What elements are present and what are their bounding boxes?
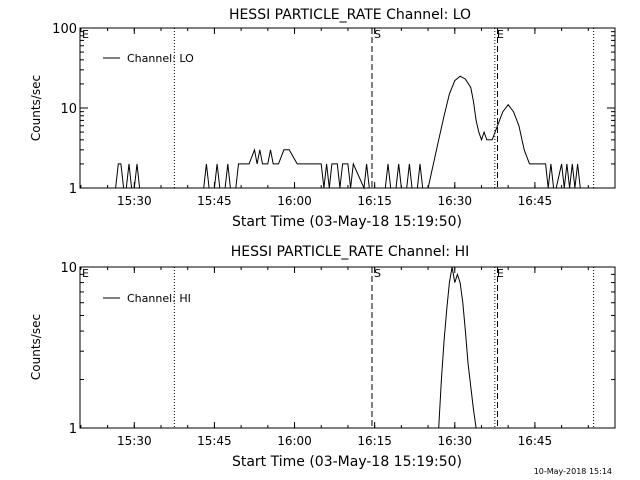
x-axis-label-hi: Start Time (03-May-18 15:19:50) <box>232 454 462 470</box>
marker-label-2: S <box>374 28 381 41</box>
x-axis-ticks-lo: 15:30 15:45 16:00 16:15 16:30 16:45 <box>80 28 589 208</box>
x-tick-label: 16:45 <box>518 194 553 208</box>
x-tick-label: 16:30 <box>437 194 472 208</box>
chart-title-lo: HESSI PARTICLE_RATE Channel: LO <box>229 7 471 23</box>
y-tick-label: 10 <box>60 261 77 276</box>
x-tick-label: 15:45 <box>197 194 232 208</box>
y-tick-label: 1 <box>69 422 77 437</box>
y-axis-ticks-lo: 1 10 100 <box>52 22 615 197</box>
legend-label-lo: Channel: LO <box>127 52 194 65</box>
marker-label-3: E <box>497 267 504 280</box>
legend-label-hi: Channel: HI <box>127 292 191 305</box>
series-line-lo <box>115 75 583 190</box>
x-tick-label: 15:45 <box>197 434 232 448</box>
x-tick-label: 16:00 <box>277 434 312 448</box>
footer-timestamp: 10-May-2018 15:14 <box>534 467 612 476</box>
panel-lo: HESSI PARTICLE_RATE Channel: LO E S E 15:3… <box>29 7 616 230</box>
marker-label-0: E <box>82 267 89 280</box>
y-axis-label-lo: Counts/sec <box>29 75 43 141</box>
y-tick-label: 100 <box>52 22 77 37</box>
x-tick-label: 15:30 <box>117 194 152 208</box>
x-tick-label: 16:45 <box>518 434 553 448</box>
x-tick-label: 16:15 <box>357 434 392 448</box>
marker-label-2: S <box>374 267 381 280</box>
chart-title-hi: HESSI PARTICLE_RATE Channel: HI <box>231 244 469 260</box>
x-tick-label: 16:00 <box>277 194 312 208</box>
series-line-hi <box>438 266 479 429</box>
x-axis-label-lo: Start Time (03-May-18 15:19:50) <box>232 214 462 230</box>
y-tick-label: 1 <box>69 182 77 197</box>
y-axis-ticks-hi: 1 10 <box>60 261 615 437</box>
y-tick-label: 10 <box>60 102 77 117</box>
panel-hi: HESSI PARTICLE_RATE Channel: HI E S E 15:3… <box>29 244 616 470</box>
x-tick-label: 16:15 <box>357 194 392 208</box>
y-axis-label-hi: Counts/sec <box>29 314 43 380</box>
marker-label-3: E <box>497 28 504 41</box>
marker-label-0: E <box>82 28 89 41</box>
x-tick-label: 16:30 <box>437 434 472 448</box>
x-tick-label: 15:30 <box>117 434 152 448</box>
x-axis-ticks-hi: 15:30 15:45 16:00 16:15 16:30 16:45 <box>80 267 589 448</box>
